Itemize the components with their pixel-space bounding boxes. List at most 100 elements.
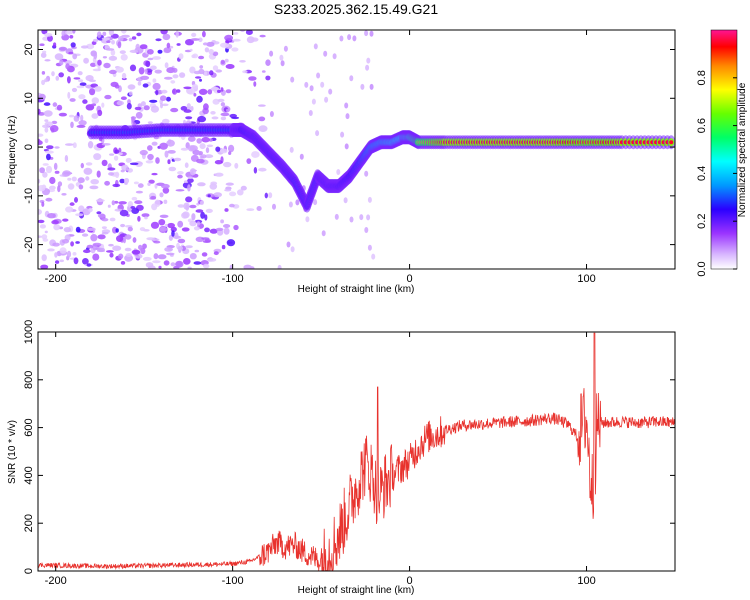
spectrogram-noise-cell	[189, 66, 196, 74]
spectrogram-noise-cell	[71, 87, 78, 93]
spectrogram-noise-cell	[44, 230, 48, 234]
spectrogram-noise-cell	[163, 260, 170, 266]
spectrogram-noise-cell	[93, 52, 98, 60]
spectrogram-noise-cell	[97, 234, 106, 240]
spectrogram-noise-cell	[139, 44, 148, 50]
spectrogram-noise-cell	[139, 149, 148, 156]
spectrogram-noise-cell	[220, 112, 230, 117]
spectrogram-noise-cell	[145, 160, 154, 164]
spectrogram-noise-cell	[199, 143, 206, 150]
y-tick-label: 0	[23, 568, 35, 574]
spectrogram-noise-cell	[49, 125, 59, 133]
snr-x-ticks: -200 -100 0 100	[45, 332, 596, 587]
spectrogram-noise-cell	[225, 182, 234, 186]
spectrogram-noise-cell	[212, 51, 219, 57]
spectrogram-noise-cell	[68, 51, 74, 55]
spectrogram-noise-cell	[106, 250, 114, 253]
spectrogram-noise-cell	[201, 237, 210, 240]
spectrogram-noise-cell	[51, 71, 55, 77]
spectrogram-noise-cell	[155, 90, 159, 96]
spectrogram-noise-cell	[223, 161, 232, 168]
spectrogram-noise-cell	[75, 213, 84, 217]
spectrogram-noise-cell	[76, 124, 86, 128]
spectrogram-noise-cell	[52, 242, 60, 247]
spectrogram-noise-cell	[229, 264, 233, 269]
spectrogram-noise-cell	[108, 243, 114, 247]
spectrogram-noise-cell	[38, 209, 42, 215]
spectrogram-noise-cell	[170, 80, 176, 84]
spectrogram-noise-cell	[48, 122, 53, 127]
spectrogram-noise-cell	[92, 68, 102, 72]
spectrogram-noise-cell	[283, 45, 288, 52]
spectrogram-noise-cell	[220, 59, 225, 65]
spectrogram-noise-cell	[160, 95, 167, 101]
spectrogram-noise-cell	[198, 37, 203, 43]
spectrogram-noise-cell	[195, 76, 202, 79]
spectrogram-noise-cell	[120, 96, 127, 100]
spectrogram-noise-cell	[135, 190, 143, 194]
spectrogram-noise-cell	[226, 239, 236, 247]
spectrogram-noise-cell	[47, 213, 56, 219]
spectrogram-noise-cell	[360, 83, 365, 90]
spectrogram-noise-cell	[166, 42, 171, 49]
spectrogram-noise-cell	[116, 100, 125, 106]
spectrogram-noise-cell	[39, 167, 45, 174]
spectrogram-noise-cell	[200, 211, 206, 219]
spectrogram-noise-cell	[91, 113, 99, 119]
spectrogram-noise-cell	[313, 43, 318, 50]
spectrogram-noise-cell	[160, 102, 163, 109]
spectrogram-noise-cell	[147, 153, 154, 161]
spectrogram-noise-cell	[107, 167, 116, 171]
spectrogram-noise-cell	[162, 33, 171, 41]
spectrogram-noise-cell	[177, 171, 184, 175]
spectrogram-noise-cell	[224, 188, 232, 192]
spectrogram-noise-cell	[229, 191, 237, 197]
spectrogram-noise-cell	[142, 256, 152, 261]
spectrogram-x-axis-label: Height of straight line (km)	[298, 284, 415, 295]
spectrogram-noise-cell	[289, 146, 294, 153]
spectrogram-noise-cell	[65, 143, 74, 146]
spectrogram-noise-cell	[189, 253, 197, 260]
spectrogram-noise-cell	[166, 96, 171, 102]
spectrogram-noise-cell	[108, 172, 115, 176]
spectrogram-noise-cell	[142, 243, 147, 249]
spectrogram-noise-cell	[167, 159, 171, 165]
spectrogram-noise-cell	[364, 170, 369, 177]
spectrogram-noise-cell	[133, 181, 139, 185]
spectrogram-noise-cell	[232, 38, 241, 42]
spectrogram-noise-cell	[220, 102, 226, 107]
snr-background	[38, 332, 675, 571]
spectrogram-noise-cell	[153, 253, 159, 260]
spectrogram-noise-cell	[170, 262, 176, 267]
spectrogram-noise-cell	[152, 260, 161, 264]
spectrogram-noise-cell	[311, 98, 316, 105]
colorbar-tick-label: 0.6	[696, 118, 708, 133]
spectrogram-noise-cell	[53, 162, 58, 170]
spectrogram-noise-cell	[108, 55, 118, 61]
spectrogram-noise-cell	[147, 57, 154, 61]
spectrogram-noise-cell	[305, 216, 310, 223]
spectrogram-noise-cell	[172, 88, 178, 95]
x-tick-label: 100	[577, 575, 595, 587]
snr-x-axis-label: Height of straight line (km)	[298, 585, 415, 596]
spectrogram-noise-cell	[38, 185, 46, 192]
spectrogram-noise-cell	[59, 247, 67, 254]
spectrogram-noise-cell	[89, 79, 96, 83]
spectrogram-noise-cell	[147, 49, 154, 55]
spectrogram-noise-cell	[175, 189, 185, 192]
spectrogram-noise-cell	[51, 220, 59, 225]
spectrogram-noise-cell	[80, 162, 85, 169]
spectrogram-noise-cell	[212, 65, 219, 71]
spectrogram-y-axis-label: Frequency (Hz)	[7, 116, 18, 185]
spectrogram-noise-cell	[123, 178, 130, 184]
spectrogram-noise-cell	[233, 32, 239, 35]
spectrogram-noise-cell	[151, 203, 158, 211]
spectrogram-noise-cell	[365, 64, 370, 71]
spectrogram-noise-cell	[204, 227, 210, 233]
spectrogram-noise-cell	[114, 200, 119, 204]
spectrogram-noise-cell	[159, 142, 168, 150]
spectrogram-noise-cell	[121, 34, 130, 38]
spectrogram-noise-cell	[179, 72, 186, 78]
y-tick-label: 600	[23, 418, 35, 436]
spectrogram-noise-cell	[86, 43, 95, 50]
